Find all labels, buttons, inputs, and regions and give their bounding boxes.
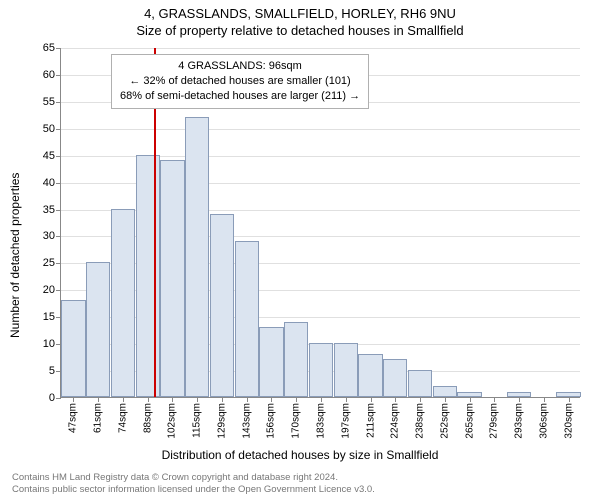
y-tick-label: 35 [43,204,55,216]
x-tick-mark [73,397,74,402]
callout-line3: 68% of semi-detached houses are larger (… [120,89,360,104]
x-tick-label: 102sqm [167,403,178,439]
histogram-bar [185,117,209,397]
histogram-bar [210,214,234,397]
x-tick-label: 252sqm [439,403,450,439]
x-axis-title: Distribution of detached houses by size … [0,448,600,462]
chart-container: 4, GRASSLANDS, SMALLFIELD, HORLEY, RH6 9… [0,0,600,500]
y-tick-label: 10 [43,338,55,350]
x-tick-mark [271,397,272,402]
footer-line2: Contains public sector information licen… [12,484,375,496]
x-tick-label: 320sqm [563,403,574,439]
y-tick-label: 65 [43,42,55,54]
y-tick-label: 20 [43,284,55,296]
y-tick-mark [56,398,61,399]
x-tick-label: 265sqm [464,403,475,439]
x-tick-mark [569,397,570,402]
y-tick-label: 40 [43,177,55,189]
x-tick-label: 183sqm [316,403,327,439]
y-tick-label: 50 [43,123,55,135]
y-tick-mark [56,236,61,237]
title-line1: 4, GRASSLANDS, SMALLFIELD, HORLEY, RH6 9… [0,0,600,21]
x-tick-label: 61sqm [93,403,104,433]
y-tick-label: 25 [43,257,55,269]
x-tick-mark [98,397,99,402]
x-tick-mark [172,397,173,402]
histogram-bar [86,262,110,397]
gridline-h [61,129,580,130]
y-tick-mark [56,210,61,211]
y-tick-label: 5 [49,365,55,377]
y-tick-label: 55 [43,96,55,108]
x-tick-label: 197sqm [340,403,351,439]
x-tick-mark [197,397,198,402]
y-tick-label: 0 [49,392,55,404]
x-tick-label: 211sqm [365,403,376,438]
x-tick-label: 129sqm [216,403,227,439]
callout-line2: ← 32% of detached houses are smaller (10… [120,74,360,89]
y-tick-mark [56,75,61,76]
x-tick-label: 115sqm [192,403,203,438]
histogram-bar [408,370,432,397]
y-tick-mark [56,156,61,157]
x-tick-mark [346,397,347,402]
histogram-bar [433,386,457,397]
y-tick-mark [56,183,61,184]
x-tick-label: 306sqm [538,403,549,439]
footer-line1: Contains HM Land Registry data © Crown c… [12,472,375,484]
x-tick-mark [470,397,471,402]
y-tick-label: 30 [43,230,55,242]
y-tick-mark [56,290,61,291]
x-tick-mark [247,397,248,402]
histogram-bar [358,354,382,397]
y-axis-title: Number of detached properties [8,173,22,338]
title-line2: Size of property relative to detached ho… [0,21,600,38]
histogram-bar [111,209,135,397]
x-tick-label: 143sqm [241,403,252,439]
x-tick-label: 156sqm [266,403,277,439]
x-tick-label: 88sqm [142,403,153,433]
callout-line1: 4 GRASSLANDS: 96sqm [120,59,360,74]
x-tick-mark [296,397,297,402]
x-tick-mark [519,397,520,402]
y-tick-label: 15 [43,311,55,323]
x-tick-mark [544,397,545,402]
y-tick-mark [56,263,61,264]
x-tick-label: 279sqm [489,403,500,439]
histogram-bar [334,343,358,397]
histogram-bar [235,241,259,397]
x-tick-mark [148,397,149,402]
histogram-bar [309,343,333,397]
y-tick-mark [56,129,61,130]
x-tick-label: 293sqm [514,403,525,439]
histogram-bar [136,155,160,397]
x-tick-mark [371,397,372,402]
histogram-bar [61,300,85,397]
footer-attribution: Contains HM Land Registry data © Crown c… [12,472,375,496]
y-tick-mark [56,102,61,103]
x-tick-label: 170sqm [291,403,302,439]
x-tick-label: 224sqm [390,403,401,439]
histogram-bar [383,359,407,397]
x-tick-mark [395,397,396,402]
y-tick-label: 60 [43,69,55,81]
x-tick-mark [445,397,446,402]
x-tick-label: 47sqm [68,403,79,433]
x-tick-label: 238sqm [415,403,426,439]
x-tick-label: 74sqm [117,403,128,433]
gridline-h [61,48,580,49]
x-tick-mark [321,397,322,402]
y-tick-label: 45 [43,150,55,162]
histogram-bar [160,160,184,397]
histogram-bar [259,327,283,397]
histogram-bar [284,322,308,397]
y-tick-mark [56,48,61,49]
x-tick-mark [420,397,421,402]
reference-callout: 4 GRASSLANDS: 96sqm ← 32% of detached ho… [111,54,369,109]
x-tick-mark [494,397,495,402]
chart-plot-area: 4 GRASSLANDS: 96sqm ← 32% of detached ho… [60,48,580,398]
x-tick-mark [222,397,223,402]
x-tick-mark [123,397,124,402]
